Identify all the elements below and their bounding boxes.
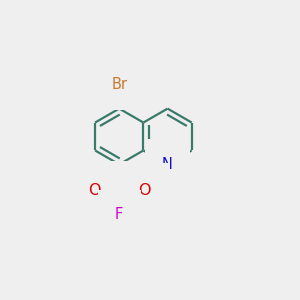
Text: F: F bbox=[115, 207, 123, 222]
Text: Br: Br bbox=[111, 77, 127, 92]
Text: N: N bbox=[162, 157, 173, 172]
Text: S: S bbox=[114, 181, 124, 199]
Text: O: O bbox=[88, 183, 100, 198]
Text: O: O bbox=[138, 183, 151, 198]
